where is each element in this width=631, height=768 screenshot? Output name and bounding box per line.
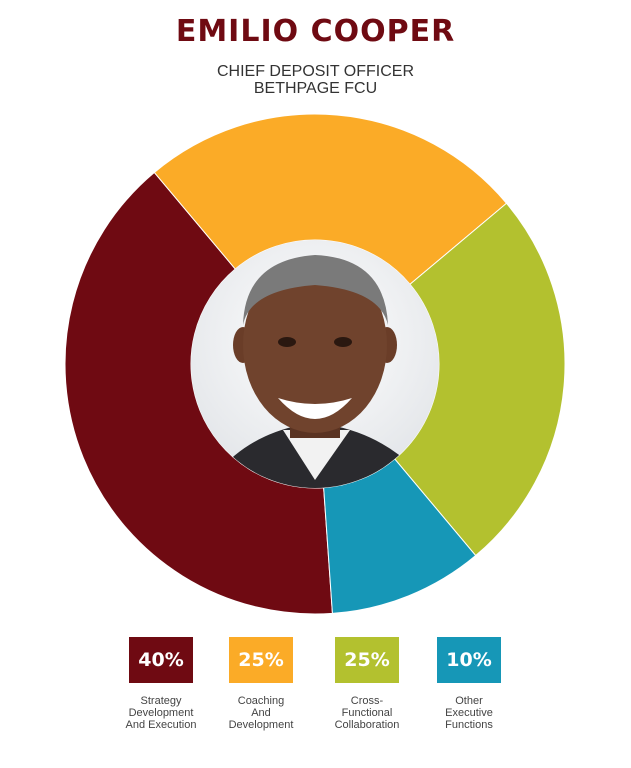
job-title: CHIEF DEPOSIT OFFICER [216, 63, 415, 80]
organization-name: BETHPAGE FCU [253, 80, 378, 97]
legend-category-label: Strategy Development And Execution [125, 695, 197, 731]
legend-value-label: 40% [129, 637, 193, 683]
donut-slices [64, 113, 566, 615]
legend-item: 25% Coaching And Development [206, 637, 316, 731]
legend-item: 10% Other Executive Functions [414, 637, 524, 731]
legend-category-label: Cross- Functional Collaboration [334, 695, 400, 731]
legend-value-label: 25% [229, 637, 293, 683]
chart-legend: 40% Strategy Development And Execution 25%… [0, 637, 631, 768]
legend-value-label: 25% [335, 637, 399, 683]
legend-item: 25% Cross- Functional Collaboration [312, 637, 422, 731]
legend-category-label: Coaching And Development [228, 695, 294, 731]
donut-chart [64, 113, 566, 615]
legend-category-label: Other Executive Functions [445, 695, 493, 731]
legend-item: 40% Strategy Development And Execution [106, 637, 216, 731]
portrait-photo [191, 240, 439, 488]
person-name: EMILIO COOPER [175, 14, 456, 49]
legend-value-label: 10% [437, 637, 501, 683]
